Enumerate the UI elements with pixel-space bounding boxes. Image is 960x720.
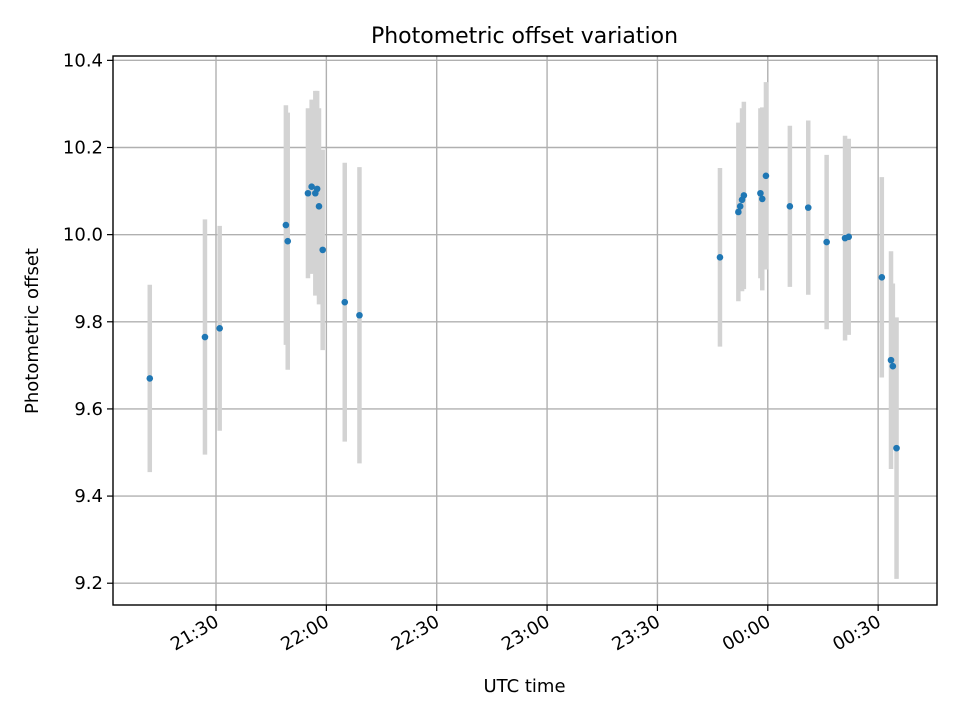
chart-title: Photometric offset variation xyxy=(371,24,678,49)
x-tick-label: 22:30 xyxy=(388,611,443,655)
data-point xyxy=(304,189,312,197)
data-point xyxy=(284,237,292,245)
x-tick-label: 22:00 xyxy=(277,611,332,655)
y-tick-label: 10.0 xyxy=(63,225,103,246)
x-tick-label: 00:00 xyxy=(719,611,774,655)
x-tick-label: 21:30 xyxy=(167,611,222,655)
y-tick-label: 9.8 xyxy=(74,312,103,333)
data-point xyxy=(757,189,764,197)
data-point xyxy=(319,246,326,254)
error-bars xyxy=(147,82,899,579)
data-point xyxy=(823,238,830,246)
data-point xyxy=(878,274,886,281)
data-points xyxy=(146,172,900,452)
data-point xyxy=(308,183,315,191)
y-tick-label: 9.4 xyxy=(74,486,103,507)
x-tick-label: 00:30 xyxy=(829,611,884,655)
data-point xyxy=(146,375,154,382)
data-point xyxy=(315,203,323,210)
x-tick-label: 23:30 xyxy=(609,611,664,655)
data-point xyxy=(786,203,794,210)
data-point xyxy=(889,362,897,370)
data-point xyxy=(341,298,349,306)
data-point xyxy=(758,195,766,203)
data-point xyxy=(804,204,812,211)
data-point xyxy=(313,185,321,193)
data-point xyxy=(736,203,744,210)
y-axis-label: Photometric offset xyxy=(22,248,43,414)
data-point xyxy=(845,233,853,241)
data-point xyxy=(201,333,209,341)
y-tick-label: 9.2 xyxy=(74,573,103,594)
data-point xyxy=(282,221,290,229)
data-point xyxy=(893,444,900,452)
data-point xyxy=(762,172,770,180)
data-point xyxy=(887,356,895,364)
data-point xyxy=(735,208,742,216)
plot-frame xyxy=(112,55,938,606)
data-point xyxy=(216,325,223,332)
data-point xyxy=(356,311,363,319)
y-tick-label: 10.4 xyxy=(63,50,103,71)
grid xyxy=(113,56,937,605)
x-tick-label: 23:00 xyxy=(498,611,553,655)
y-tick-label: 10.2 xyxy=(63,138,103,159)
y-tick-label: 9.6 xyxy=(74,399,103,420)
data-point xyxy=(740,192,748,199)
data-point xyxy=(716,253,724,261)
x-axis-label: UTC time xyxy=(483,676,565,697)
